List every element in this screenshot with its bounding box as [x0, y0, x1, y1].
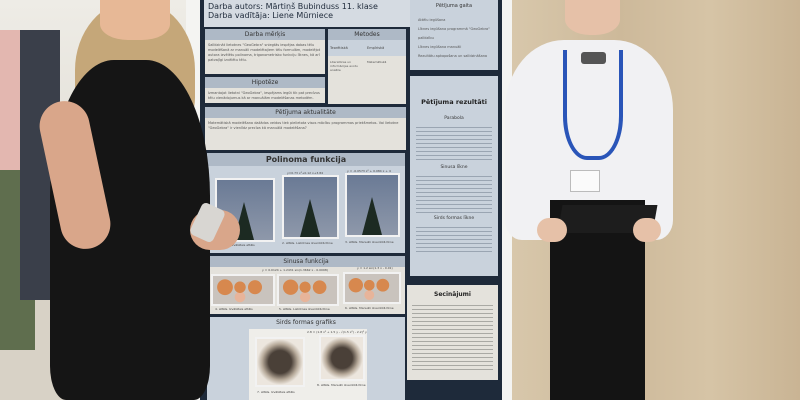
sine-section: Sinusa funkcija y = 0.0124 + 1.2431 sin(… — [207, 256, 405, 314]
caption: 6. attēls. Manuāli izveidotā līkne — [345, 306, 394, 310]
relevance-section: Pētījuma aktualitāte Matemātiskā modelēš… — [205, 107, 406, 150]
presenter-woman — [34, 0, 240, 400]
caption: 8. attēls. Manuāli izveidotā līkne — [317, 383, 366, 387]
methods-section: Metodes Teorētiskā Empīriskā Literatūras… — [328, 29, 406, 104]
tree-photo — [345, 173, 400, 237]
heart-title: Sirds formas grafiks — [276, 319, 336, 326]
eggs-photo — [343, 272, 401, 304]
name-badge — [570, 170, 600, 192]
goal-section: Darba mērķis Salīdzināt lietotnes "GeoGe… — [205, 29, 325, 74]
heart-formula: 2.8 = (1.8 x² + 1.5 y - √(1.5 x²) - 2.2)… — [307, 330, 367, 334]
heart-photo — [255, 337, 305, 387]
presenter-man — [505, 0, 675, 400]
heart-section: Sirds formas grafiks 2.8 = (1.8 x² + 1.5… — [207, 317, 405, 400]
caption: 5. attēls. Lietotnes izveidotā līkne — [279, 307, 330, 311]
sine-formula1: y = 0.0124 + 1.2431 sin(1.3662 x - 0.009… — [262, 268, 328, 272]
results-section: Pētījuma rezultāti Parabola Sinusa līkne… — [410, 76, 498, 276]
goal-text: Salīdzināt lietotnes "GeoGebra" sniegtās… — [205, 40, 325, 74]
results-title: Pētījuma rezultāti — [421, 98, 487, 106]
process-item: Attēlu iegūšana — [418, 18, 446, 22]
hypothesis-title: Hipotēze — [205, 77, 325, 88]
tree-photo — [282, 175, 339, 239]
conclusions-title: Secinājumi — [434, 291, 471, 298]
methods-col1: Teorētiskā — [330, 46, 348, 50]
results-sine: Sinusa līkne — [440, 165, 468, 170]
results-heart: Sirds formas līkne — [433, 216, 475, 221]
poster-supervisor: Darba vadītāja: Liene Mūrniece — [208, 11, 334, 20]
hypothesis-text: Izmantojot lietotni "GeoGebra", iespējam… — [205, 88, 325, 103]
methods-title: Metodes — [328, 29, 406, 40]
process-section: Pētījuma gaita Attēlu iegūšana Līknes ie… — [410, 0, 498, 70]
caption: 1. attēls. Izvēlētais attēls — [217, 243, 255, 247]
polynomial-section: Polinoma funkcija y=0.73 x²+0.12 x+3.84 … — [207, 153, 405, 253]
sine-formula2: y = 1.2 sin(1.3 x - 0.01) — [357, 266, 393, 270]
process-title: Pētījuma gaita — [435, 3, 473, 9]
caption: 2. attēls. Lietotnes izveidotā līkne — [282, 241, 333, 245]
lanyard — [563, 50, 623, 160]
relevance-title: Pētījuma aktualitāte — [205, 107, 406, 118]
methods-col2: Empīriskā — [367, 46, 385, 50]
hypothesis-section: Hipotēze Izmantojot lietotni "GeoGebra",… — [205, 77, 325, 103]
caption: 7. attēls. Izvēlētais attēls — [257, 390, 295, 394]
poster-author: Darba autors: Mārtiņš Bubinduss 11. klas… — [208, 2, 378, 11]
polynomial-formula1: y=0.73 x²+0.12 x+3.84 — [287, 171, 324, 175]
process-item: Līknes iegūšana programmā "GeoGebra" pal… — [418, 27, 490, 40]
methods-item1: Literatūras un informācijas avotu analīz… — [330, 60, 358, 72]
process-item: Līknes iegūšana manuāli — [418, 45, 462, 49]
conclusions-section: Secinājumi — [407, 285, 498, 380]
goal-title: Darba mērķis — [205, 29, 325, 40]
caption: 3. attēls. Manuāli izveidotā līkne — [345, 240, 394, 244]
relevance-text: Matemātiskā modelēšana dažādos veidos ti… — [205, 118, 406, 150]
results-parabola: Parabola — [444, 116, 464, 121]
polynomial-formula2: y = -0.0573 x² + 0.084 x + 4 — [347, 169, 391, 173]
sine-title: Sinusa funkcija — [207, 256, 405, 267]
process-item: Rezultātu apkopošana un salīdzināšana — [418, 54, 488, 58]
methods-item2: Matemātiskā — [367, 60, 387, 64]
polynomial-title: Polinoma funkcija — [207, 153, 405, 166]
heart-photo — [319, 335, 365, 381]
poster: Darba autors: Mārtiņš Bubinduss 11. klas… — [200, 0, 502, 400]
eggs-photo — [277, 274, 339, 306]
caption: 4. attēls. Izvēlētais attēls — [215, 307, 253, 311]
eggs-photo — [211, 274, 275, 306]
